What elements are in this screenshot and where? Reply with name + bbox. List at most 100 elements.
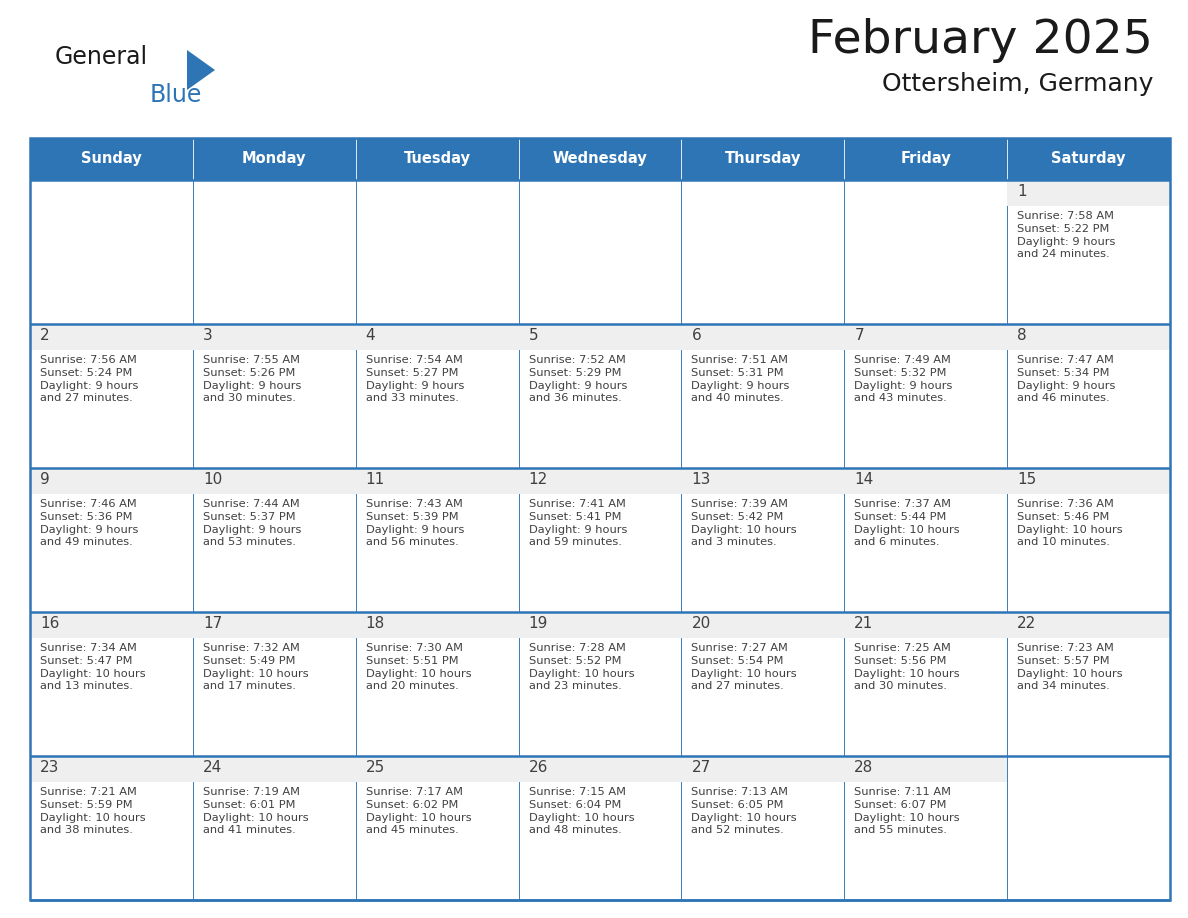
Bar bbox=[1007, 180, 1170, 324]
Bar bbox=[30, 138, 1170, 900]
Text: Wednesday: Wednesday bbox=[552, 151, 647, 166]
Bar bbox=[30, 468, 192, 494]
Text: Sunrise: 7:19 AM
Sunset: 6:01 PM
Daylight: 10 hours
and 41 minutes.: Sunrise: 7:19 AM Sunset: 6:01 PM Dayligh… bbox=[203, 787, 309, 835]
Bar bbox=[192, 138, 355, 180]
Text: 24: 24 bbox=[203, 760, 222, 775]
Text: Sunrise: 7:58 AM
Sunset: 5:22 PM
Daylight: 9 hours
and 24 minutes.: Sunrise: 7:58 AM Sunset: 5:22 PM Dayligh… bbox=[1017, 211, 1116, 260]
Bar bbox=[192, 756, 355, 782]
Bar bbox=[682, 756, 845, 900]
Bar bbox=[845, 324, 1007, 350]
Text: 25: 25 bbox=[366, 760, 385, 775]
Text: 12: 12 bbox=[529, 472, 548, 487]
Text: Sunrise: 7:43 AM
Sunset: 5:39 PM
Daylight: 9 hours
and 56 minutes.: Sunrise: 7:43 AM Sunset: 5:39 PM Dayligh… bbox=[366, 499, 465, 547]
Bar bbox=[355, 180, 519, 324]
Bar bbox=[519, 324, 682, 468]
Bar bbox=[192, 756, 355, 900]
Text: Sunday: Sunday bbox=[81, 151, 141, 166]
Bar bbox=[519, 324, 682, 350]
Text: Blue: Blue bbox=[150, 83, 202, 107]
Text: 27: 27 bbox=[691, 760, 710, 775]
Bar bbox=[1007, 180, 1170, 206]
Text: 4: 4 bbox=[366, 328, 375, 343]
Bar bbox=[355, 612, 519, 638]
Text: Sunrise: 7:32 AM
Sunset: 5:49 PM
Daylight: 10 hours
and 17 minutes.: Sunrise: 7:32 AM Sunset: 5:49 PM Dayligh… bbox=[203, 643, 309, 691]
Bar bbox=[1007, 612, 1170, 756]
Bar bbox=[682, 468, 845, 612]
Text: Sunrise: 7:15 AM
Sunset: 6:04 PM
Daylight: 10 hours
and 48 minutes.: Sunrise: 7:15 AM Sunset: 6:04 PM Dayligh… bbox=[529, 787, 634, 835]
Bar bbox=[682, 612, 845, 638]
Bar bbox=[1007, 468, 1170, 494]
Text: Sunrise: 7:30 AM
Sunset: 5:51 PM
Daylight: 10 hours
and 20 minutes.: Sunrise: 7:30 AM Sunset: 5:51 PM Dayligh… bbox=[366, 643, 472, 691]
Bar bbox=[845, 612, 1007, 756]
Text: Sunrise: 7:49 AM
Sunset: 5:32 PM
Daylight: 9 hours
and 43 minutes.: Sunrise: 7:49 AM Sunset: 5:32 PM Dayligh… bbox=[854, 355, 953, 403]
Text: Sunrise: 7:21 AM
Sunset: 5:59 PM
Daylight: 10 hours
and 38 minutes.: Sunrise: 7:21 AM Sunset: 5:59 PM Dayligh… bbox=[40, 787, 146, 835]
Text: Sunrise: 7:56 AM
Sunset: 5:24 PM
Daylight: 9 hours
and 27 minutes.: Sunrise: 7:56 AM Sunset: 5:24 PM Dayligh… bbox=[40, 355, 138, 403]
Text: Sunrise: 7:39 AM
Sunset: 5:42 PM
Daylight: 10 hours
and 3 minutes.: Sunrise: 7:39 AM Sunset: 5:42 PM Dayligh… bbox=[691, 499, 797, 547]
Bar bbox=[519, 180, 682, 324]
Text: 21: 21 bbox=[854, 616, 873, 631]
Bar bbox=[845, 180, 1007, 324]
Text: Sunrise: 7:55 AM
Sunset: 5:26 PM
Daylight: 9 hours
and 30 minutes.: Sunrise: 7:55 AM Sunset: 5:26 PM Dayligh… bbox=[203, 355, 302, 403]
Text: 23: 23 bbox=[40, 760, 59, 775]
Bar bbox=[1007, 324, 1170, 468]
Text: Monday: Monday bbox=[242, 151, 307, 166]
Bar bbox=[845, 756, 1007, 782]
Text: 13: 13 bbox=[691, 472, 710, 487]
Text: Sunrise: 7:13 AM
Sunset: 6:05 PM
Daylight: 10 hours
and 52 minutes.: Sunrise: 7:13 AM Sunset: 6:05 PM Dayligh… bbox=[691, 787, 797, 835]
Bar bbox=[355, 756, 519, 900]
Text: 11: 11 bbox=[366, 472, 385, 487]
Text: Ottersheim, Germany: Ottersheim, Germany bbox=[881, 72, 1154, 96]
Text: February 2025: February 2025 bbox=[808, 18, 1154, 63]
Text: 14: 14 bbox=[854, 472, 873, 487]
Bar bbox=[30, 756, 192, 782]
Bar bbox=[519, 756, 682, 900]
Bar bbox=[845, 612, 1007, 638]
Bar bbox=[30, 612, 192, 638]
Bar bbox=[682, 324, 845, 350]
Bar bbox=[30, 324, 192, 468]
Bar bbox=[1007, 324, 1170, 350]
Text: 22: 22 bbox=[1017, 616, 1036, 631]
Bar bbox=[1007, 756, 1170, 900]
Bar bbox=[845, 468, 1007, 494]
Bar bbox=[192, 180, 355, 324]
Text: General: General bbox=[55, 45, 148, 69]
Text: Sunrise: 7:34 AM
Sunset: 5:47 PM
Daylight: 10 hours
and 13 minutes.: Sunrise: 7:34 AM Sunset: 5:47 PM Dayligh… bbox=[40, 643, 146, 691]
Text: Sunrise: 7:11 AM
Sunset: 6:07 PM
Daylight: 10 hours
and 55 minutes.: Sunrise: 7:11 AM Sunset: 6:07 PM Dayligh… bbox=[854, 787, 960, 835]
Text: Sunrise: 7:51 AM
Sunset: 5:31 PM
Daylight: 9 hours
and 40 minutes.: Sunrise: 7:51 AM Sunset: 5:31 PM Dayligh… bbox=[691, 355, 790, 403]
Bar bbox=[192, 468, 355, 494]
Bar bbox=[682, 468, 845, 494]
Text: 17: 17 bbox=[203, 616, 222, 631]
Polygon shape bbox=[187, 50, 215, 90]
Text: 1: 1 bbox=[1017, 184, 1026, 199]
Text: 7: 7 bbox=[854, 328, 864, 343]
Text: Friday: Friday bbox=[901, 151, 952, 166]
Text: 8: 8 bbox=[1017, 328, 1026, 343]
Text: 5: 5 bbox=[529, 328, 538, 343]
Bar bbox=[30, 180, 192, 324]
Text: Thursday: Thursday bbox=[725, 151, 801, 166]
Text: 2: 2 bbox=[40, 328, 50, 343]
Text: 6: 6 bbox=[691, 328, 701, 343]
Bar bbox=[192, 324, 355, 468]
Bar bbox=[30, 756, 192, 900]
Bar bbox=[682, 612, 845, 756]
Text: 26: 26 bbox=[529, 760, 548, 775]
Bar bbox=[845, 324, 1007, 468]
Bar bbox=[30, 468, 192, 612]
Bar bbox=[845, 138, 1007, 180]
Text: Sunrise: 7:46 AM
Sunset: 5:36 PM
Daylight: 9 hours
and 49 minutes.: Sunrise: 7:46 AM Sunset: 5:36 PM Dayligh… bbox=[40, 499, 138, 547]
Text: Sunrise: 7:47 AM
Sunset: 5:34 PM
Daylight: 9 hours
and 46 minutes.: Sunrise: 7:47 AM Sunset: 5:34 PM Dayligh… bbox=[1017, 355, 1116, 403]
Text: 28: 28 bbox=[854, 760, 873, 775]
Text: 19: 19 bbox=[529, 616, 548, 631]
Bar bbox=[30, 138, 192, 180]
Bar bbox=[30, 324, 192, 350]
Text: 15: 15 bbox=[1017, 472, 1036, 487]
Bar bbox=[355, 324, 519, 468]
Bar bbox=[30, 612, 192, 756]
Bar bbox=[519, 468, 682, 612]
Text: Sunrise: 7:52 AM
Sunset: 5:29 PM
Daylight: 9 hours
and 36 minutes.: Sunrise: 7:52 AM Sunset: 5:29 PM Dayligh… bbox=[529, 355, 627, 403]
Bar bbox=[1007, 468, 1170, 612]
Bar bbox=[845, 468, 1007, 612]
Text: Sunrise: 7:28 AM
Sunset: 5:52 PM
Daylight: 10 hours
and 23 minutes.: Sunrise: 7:28 AM Sunset: 5:52 PM Dayligh… bbox=[529, 643, 634, 691]
